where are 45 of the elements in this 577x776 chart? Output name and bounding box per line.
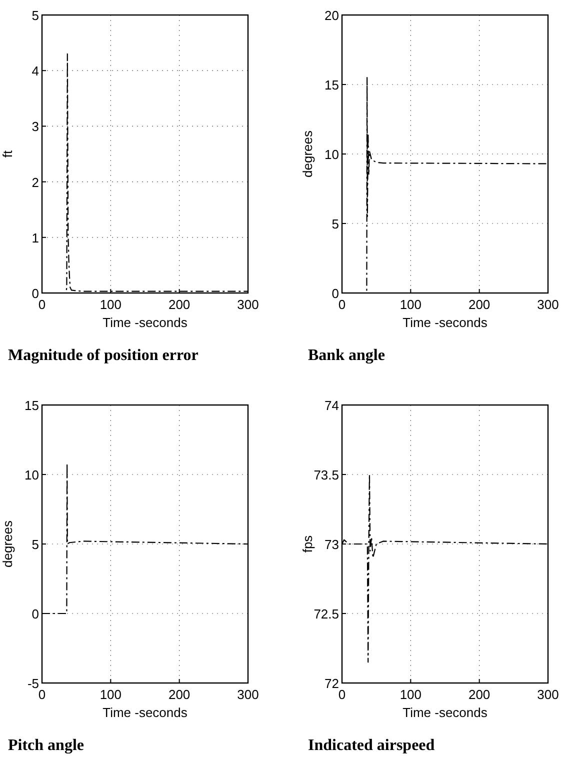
x-axis-title: Time -seconds: [102, 705, 188, 720]
y-tick-label: 3: [32, 119, 39, 134]
text: Indicated airspeed: [308, 737, 435, 754]
x-axis-title: Time -seconds: [402, 705, 488, 720]
y-axis-title: degrees: [300, 130, 315, 178]
y-axis-title: degrees: [0, 520, 15, 568]
x-tick-label: 300: [237, 297, 259, 312]
x-tick-label: 100: [400, 297, 422, 312]
y-axis-title: ft: [0, 150, 15, 158]
x-tick-label: 100: [100, 687, 122, 702]
y-tick-label: 20: [324, 8, 339, 23]
y-tick-label: 15: [24, 398, 39, 413]
y-tick-label: 5: [332, 216, 339, 232]
x-tick-label: 200: [468, 297, 490, 312]
y-tick-label: 1: [32, 230, 39, 246]
y-tick-label: 72: [324, 676, 339, 691]
y-tick-label: 73.5: [314, 468, 339, 482]
y-tick-label: 2: [32, 174, 39, 190]
y-tick-label: 74: [324, 398, 339, 413]
x-axis-title: Time -seconds: [402, 315, 488, 330]
text: Bank angle: [308, 347, 385, 364]
x-tick-label: 200: [468, 687, 490, 702]
y-tick-label: -5: [27, 676, 39, 691]
text: Magnitude of position error: [8, 347, 198, 364]
y-tick-label: 5: [32, 8, 39, 23]
x-tick-label: 300: [537, 297, 559, 312]
y-tick-label: 73: [324, 537, 339, 552]
x-tick-label: 200: [168, 687, 190, 702]
x-tick-label: 200: [168, 297, 190, 312]
y-tick-label: 72.5: [314, 606, 339, 622]
text: Pitch angle: [8, 737, 84, 754]
x-tick-label: 300: [537, 687, 559, 702]
y-tick-label: 15: [324, 78, 339, 92]
y-tick-label: 4: [32, 64, 39, 79]
x-axis-title: Time -seconds: [102, 315, 188, 330]
y-tick-label: 5: [32, 537, 39, 552]
x-tick-label: 100: [400, 687, 422, 702]
y-tick-label: 10: [24, 468, 39, 482]
y-tick-label: 0: [332, 286, 339, 301]
y-axis-title: fps: [300, 534, 315, 553]
y-tick-label: 0: [32, 606, 39, 622]
y-tick-label: 10: [324, 147, 339, 162]
y-tick-label: 0: [32, 286, 39, 301]
x-tick-label: 100: [100, 297, 122, 312]
x-tick-label: 300: [237, 687, 259, 702]
